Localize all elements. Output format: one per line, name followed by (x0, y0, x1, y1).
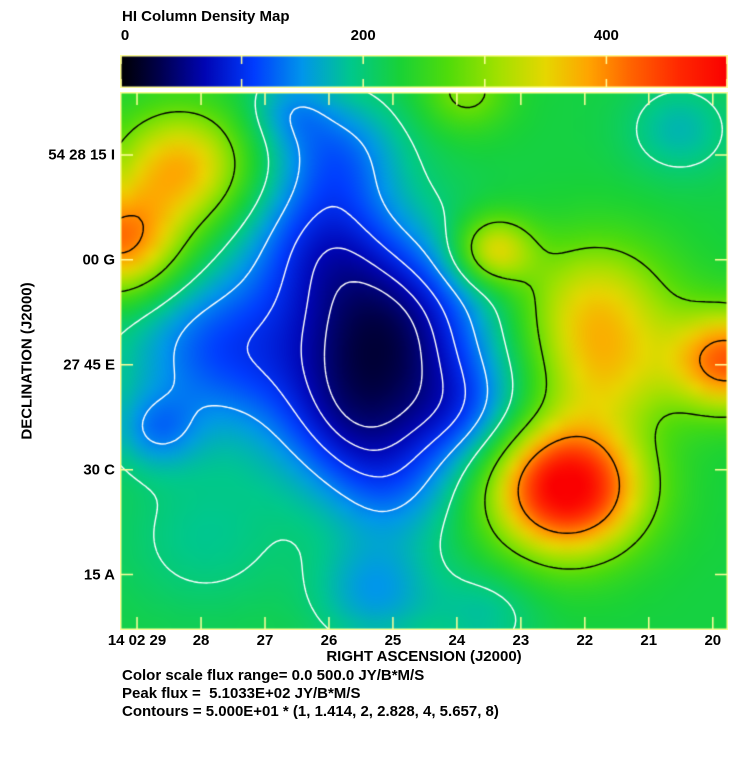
page-title: HI Column Density Map (122, 8, 290, 25)
x-axis-tick-label: 22 (576, 632, 594, 649)
x-axis-tick-label: 28 (192, 632, 210, 649)
colorbar-tick-label: 0 (120, 27, 130, 44)
y-axis-tick-label: 27 45 E (63, 356, 115, 374)
x-axis-tick-label: 27 (256, 632, 274, 649)
caption-peak-flux: Peak flux = 5.1033E+02 JY/B*M/S (122, 685, 361, 702)
colorbar-tick-label: 400 (593, 27, 619, 44)
x-axis-tick-label: 26 (320, 632, 338, 649)
y-axis-tick-label: 54 28 15 I (48, 146, 115, 164)
x-axis-tick-label: 14 02 29 (107, 632, 167, 649)
x-axis-tick-label: 24 (448, 632, 466, 649)
y-axis-title: DECLINATION (J2000) (18, 282, 36, 440)
heatmap-canvas (120, 92, 728, 630)
x-axis-tick-label: 21 (640, 632, 658, 649)
caption-color-scale-range: Color scale flux range= 0.0 500.0 JY/B*M… (122, 667, 425, 684)
colorbar-tick-label: 200 (350, 27, 376, 44)
x-axis-tick-label: 23 (512, 632, 530, 649)
caption-contour-levels: Contours = 5.000E+01 * (1, 1.414, 2, 2.8… (122, 703, 499, 720)
y-axis-tick-label: 30 C (83, 461, 115, 479)
colorbar-wedge (120, 55, 728, 88)
y-axis-tick-label: 00 G (82, 251, 115, 269)
x-axis-tick-label: 20 (704, 632, 722, 649)
x-axis-tick-label: 25 (384, 632, 402, 649)
y-axis-tick-label: 15 A (83, 566, 115, 584)
x-axis-title: RIGHT ASCENSION (J2000) (326, 648, 522, 665)
